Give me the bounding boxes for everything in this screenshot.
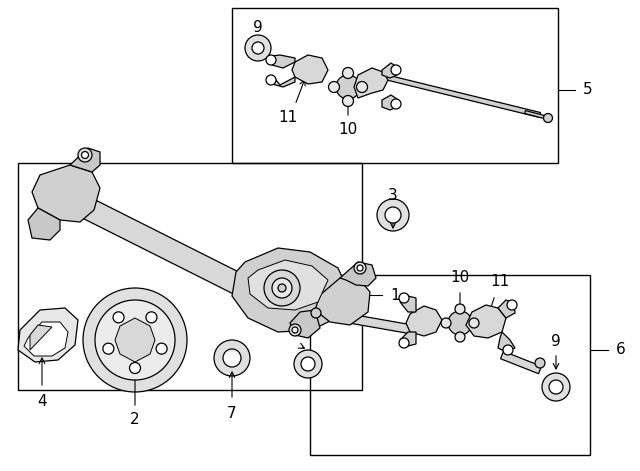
Polygon shape (382, 63, 397, 78)
Circle shape (83, 288, 187, 392)
Polygon shape (400, 332, 416, 346)
Text: 9: 9 (253, 21, 263, 35)
Circle shape (129, 363, 141, 374)
Text: 8: 8 (290, 325, 300, 340)
Polygon shape (292, 55, 328, 84)
Circle shape (507, 300, 517, 310)
Polygon shape (248, 260, 328, 310)
Circle shape (119, 324, 151, 356)
Circle shape (535, 358, 545, 368)
Circle shape (214, 340, 250, 376)
Polygon shape (244, 282, 299, 320)
Circle shape (272, 278, 292, 298)
Polygon shape (115, 318, 155, 362)
Bar (310, 275, 590, 455)
Circle shape (455, 332, 465, 342)
Circle shape (342, 67, 353, 79)
Polygon shape (314, 308, 331, 318)
Polygon shape (317, 309, 416, 334)
Circle shape (356, 81, 367, 92)
Polygon shape (498, 300, 515, 318)
Circle shape (301, 357, 315, 371)
Polygon shape (32, 165, 100, 222)
Text: 1: 1 (390, 287, 399, 302)
Polygon shape (290, 310, 320, 338)
Circle shape (223, 349, 241, 367)
Circle shape (252, 42, 264, 54)
Polygon shape (18, 308, 78, 362)
Circle shape (292, 327, 298, 333)
Circle shape (377, 199, 409, 231)
Polygon shape (232, 248, 348, 332)
Circle shape (156, 343, 167, 354)
Circle shape (245, 35, 271, 61)
Polygon shape (400, 296, 416, 312)
Text: 7: 7 (227, 406, 237, 421)
Text: 3: 3 (388, 187, 398, 203)
Circle shape (354, 262, 366, 274)
Polygon shape (272, 75, 295, 87)
Circle shape (311, 308, 321, 318)
Polygon shape (315, 278, 370, 325)
Text: 5: 5 (583, 82, 593, 97)
Polygon shape (500, 351, 541, 374)
Polygon shape (340, 262, 376, 286)
Circle shape (336, 75, 360, 99)
Text: 11: 11 (278, 111, 298, 125)
Circle shape (385, 207, 401, 223)
Circle shape (503, 345, 513, 355)
Polygon shape (272, 55, 295, 68)
Text: 10: 10 (451, 270, 470, 285)
Polygon shape (406, 306, 442, 336)
Text: 6: 6 (616, 342, 626, 357)
Polygon shape (70, 148, 100, 172)
Bar (18, 163, 362, 390)
Polygon shape (28, 208, 60, 240)
Polygon shape (385, 74, 541, 117)
Polygon shape (382, 95, 397, 110)
Circle shape (399, 293, 409, 303)
Circle shape (78, 148, 92, 162)
Bar (232, 8, 558, 163)
Circle shape (113, 312, 124, 323)
Text: 9: 9 (551, 334, 561, 349)
Circle shape (294, 350, 322, 378)
Circle shape (542, 373, 570, 401)
Circle shape (342, 96, 353, 106)
Circle shape (441, 318, 451, 328)
Text: 11: 11 (490, 275, 509, 290)
Polygon shape (466, 305, 506, 338)
Circle shape (357, 265, 363, 271)
Circle shape (549, 380, 563, 394)
Circle shape (328, 81, 339, 92)
Circle shape (266, 55, 276, 65)
Circle shape (289, 324, 301, 336)
Circle shape (127, 332, 143, 348)
Circle shape (81, 152, 88, 159)
Circle shape (391, 99, 401, 109)
Circle shape (543, 114, 552, 122)
Circle shape (146, 312, 157, 323)
Circle shape (103, 343, 114, 354)
Polygon shape (354, 68, 388, 98)
Polygon shape (525, 111, 548, 120)
Circle shape (399, 338, 409, 348)
Polygon shape (24, 322, 68, 356)
Polygon shape (498, 332, 515, 352)
Circle shape (455, 304, 465, 314)
Circle shape (266, 75, 276, 85)
Circle shape (278, 284, 286, 292)
Circle shape (448, 311, 472, 335)
Circle shape (391, 65, 401, 75)
Circle shape (264, 270, 300, 306)
Circle shape (469, 318, 479, 328)
Text: 10: 10 (339, 122, 358, 138)
Text: 2: 2 (130, 413, 140, 428)
Polygon shape (50, 182, 255, 300)
Text: 4: 4 (37, 395, 47, 409)
Circle shape (95, 300, 175, 380)
Polygon shape (30, 325, 52, 350)
